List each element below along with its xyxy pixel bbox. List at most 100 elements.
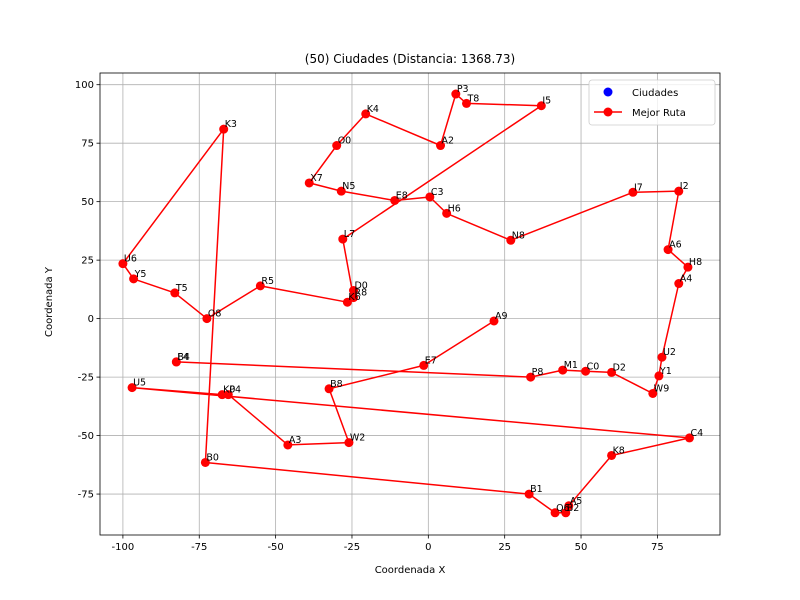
city-point-c3 <box>425 192 435 202</box>
y-tick-label: 100 <box>75 80 94 91</box>
city-label-u2: U2 <box>663 347 676 358</box>
city-point-k8 <box>607 450 617 460</box>
city-label-l7: L7 <box>344 229 355 240</box>
city-point-m1 <box>558 365 568 375</box>
legend-box <box>588 79 716 126</box>
city-point-u6 <box>118 259 128 269</box>
city-point-b8 <box>324 384 334 394</box>
x-axis-label: Coordenada X <box>375 565 446 576</box>
city-label-y1: Y1 <box>659 366 672 377</box>
city-label-a9: A9 <box>495 311 508 322</box>
city-label-k4: K4 <box>367 104 379 115</box>
city-label-x7: X7 <box>310 173 323 184</box>
city-label-w2: W2 <box>350 433 365 444</box>
city-label-b8: B8 <box>330 379 343 390</box>
city-label-r8: R8 <box>354 288 367 299</box>
legend-cities-label: Ciudades <box>632 88 678 99</box>
city-point-k4 <box>361 109 371 119</box>
city-label-h6: H6 <box>448 203 461 214</box>
city-label-o8: O8 <box>208 309 222 320</box>
x-tick-label: -50 <box>267 542 283 553</box>
city-label-d0: D0 <box>354 281 367 292</box>
x-tick-label: 75 <box>651 542 664 553</box>
city-point-d0 <box>348 286 358 296</box>
city-label-b1: B1 <box>530 484 543 495</box>
city-label-n5: N5 <box>342 181 355 192</box>
city-label-e8: E8 <box>396 190 408 201</box>
city-point-k3 <box>219 124 229 134</box>
legend-cities-marker <box>603 87 613 97</box>
city-point-i7 <box>628 187 638 197</box>
y-tick-label: 25 <box>81 256 94 267</box>
plot-frame <box>99 72 721 536</box>
city-point-q6 <box>550 508 560 518</box>
y-tick-label: 50 <box>81 197 94 208</box>
city-label-c3: C3 <box>431 187 444 198</box>
y-axis-label: Coordenada Y <box>44 266 55 337</box>
city-point-o8 <box>202 314 212 324</box>
city-label-k0: K0 <box>223 385 235 396</box>
x-tick-label: -100 <box>112 542 135 553</box>
city-point-h8 <box>683 262 693 272</box>
city-label-q6: Q6 <box>556 503 570 514</box>
y-tick-label: 0 <box>88 314 94 325</box>
city-point-t5 <box>170 288 180 298</box>
y-tick-label: 75 <box>81 139 94 150</box>
city-label-k3: K3 <box>225 119 237 130</box>
city-point-h6 <box>442 208 452 218</box>
city-label-a4: A4 <box>680 274 693 285</box>
city-point-r5 <box>255 281 265 291</box>
city-point-n5 <box>336 186 346 196</box>
city-label-a5: A5 <box>570 496 583 507</box>
y-tick-label: -25 <box>78 373 94 384</box>
city-label-a3: A3 <box>289 435 302 446</box>
city-label-r5: R5 <box>261 276 274 287</box>
city-label-t5: T5 <box>175 283 188 294</box>
city-point-e7 <box>419 360 429 370</box>
city-label-m1: M1 <box>564 360 578 371</box>
city-label-i2: I2 <box>680 181 689 192</box>
city-label-a2: A2 <box>442 136 455 147</box>
city-label-o0: O0 <box>338 136 352 147</box>
city-markers <box>118 89 694 518</box>
city-point-f4 <box>171 357 181 367</box>
grid <box>100 73 720 535</box>
city-point-i5 <box>536 101 546 111</box>
city-label-u5: U5 <box>133 378 146 389</box>
city-point-a5 <box>564 501 574 511</box>
legend-route-label: Mejor Ruta <box>632 108 686 119</box>
best-route-path <box>122 93 691 514</box>
legend-route-marker <box>603 107 613 117</box>
axis-ticks: -100 -75 -50 -25 0 25 50 75 -75 -50 -25 0 25 50 75 100 <box>75 80 664 553</box>
city-label-p3: P3 <box>457 84 469 95</box>
x-tick-label: 0 <box>425 542 431 553</box>
city-point-w9 <box>648 388 658 398</box>
city-label-u6: U6 <box>124 254 137 265</box>
city-label-y5: Y5 <box>134 269 147 280</box>
city-point-p8 <box>526 372 536 382</box>
city-label-i7: I7 <box>634 182 643 193</box>
city-label-a6: A6 <box>669 240 682 251</box>
city-point-y5 <box>129 274 139 284</box>
city-label-w9: W9 <box>654 383 669 394</box>
city-point-k6 <box>342 297 352 307</box>
city-point-a6 <box>663 245 673 255</box>
city-point-d2 <box>607 367 617 377</box>
city-point-x7 <box>304 178 314 188</box>
legend: Ciudades Mejor Ruta <box>588 79 716 126</box>
city-label-p8: P8 <box>532 367 544 378</box>
x-tick-label: -25 <box>344 542 360 553</box>
y-tick-label: -50 <box>78 431 94 442</box>
city-label-f4: F4 <box>177 352 189 363</box>
city-point-a4 <box>674 279 684 289</box>
city-point-c0 <box>581 366 591 376</box>
city-label-n8: N8 <box>512 230 525 241</box>
city-point-b0 <box>200 457 210 467</box>
city-point-o0 <box>332 141 342 151</box>
x-tick-label: 50 <box>575 542 588 553</box>
city-label-e7: E7 <box>425 355 437 366</box>
city-point-n8 <box>506 235 516 245</box>
city-label-b0: B0 <box>206 452 219 463</box>
